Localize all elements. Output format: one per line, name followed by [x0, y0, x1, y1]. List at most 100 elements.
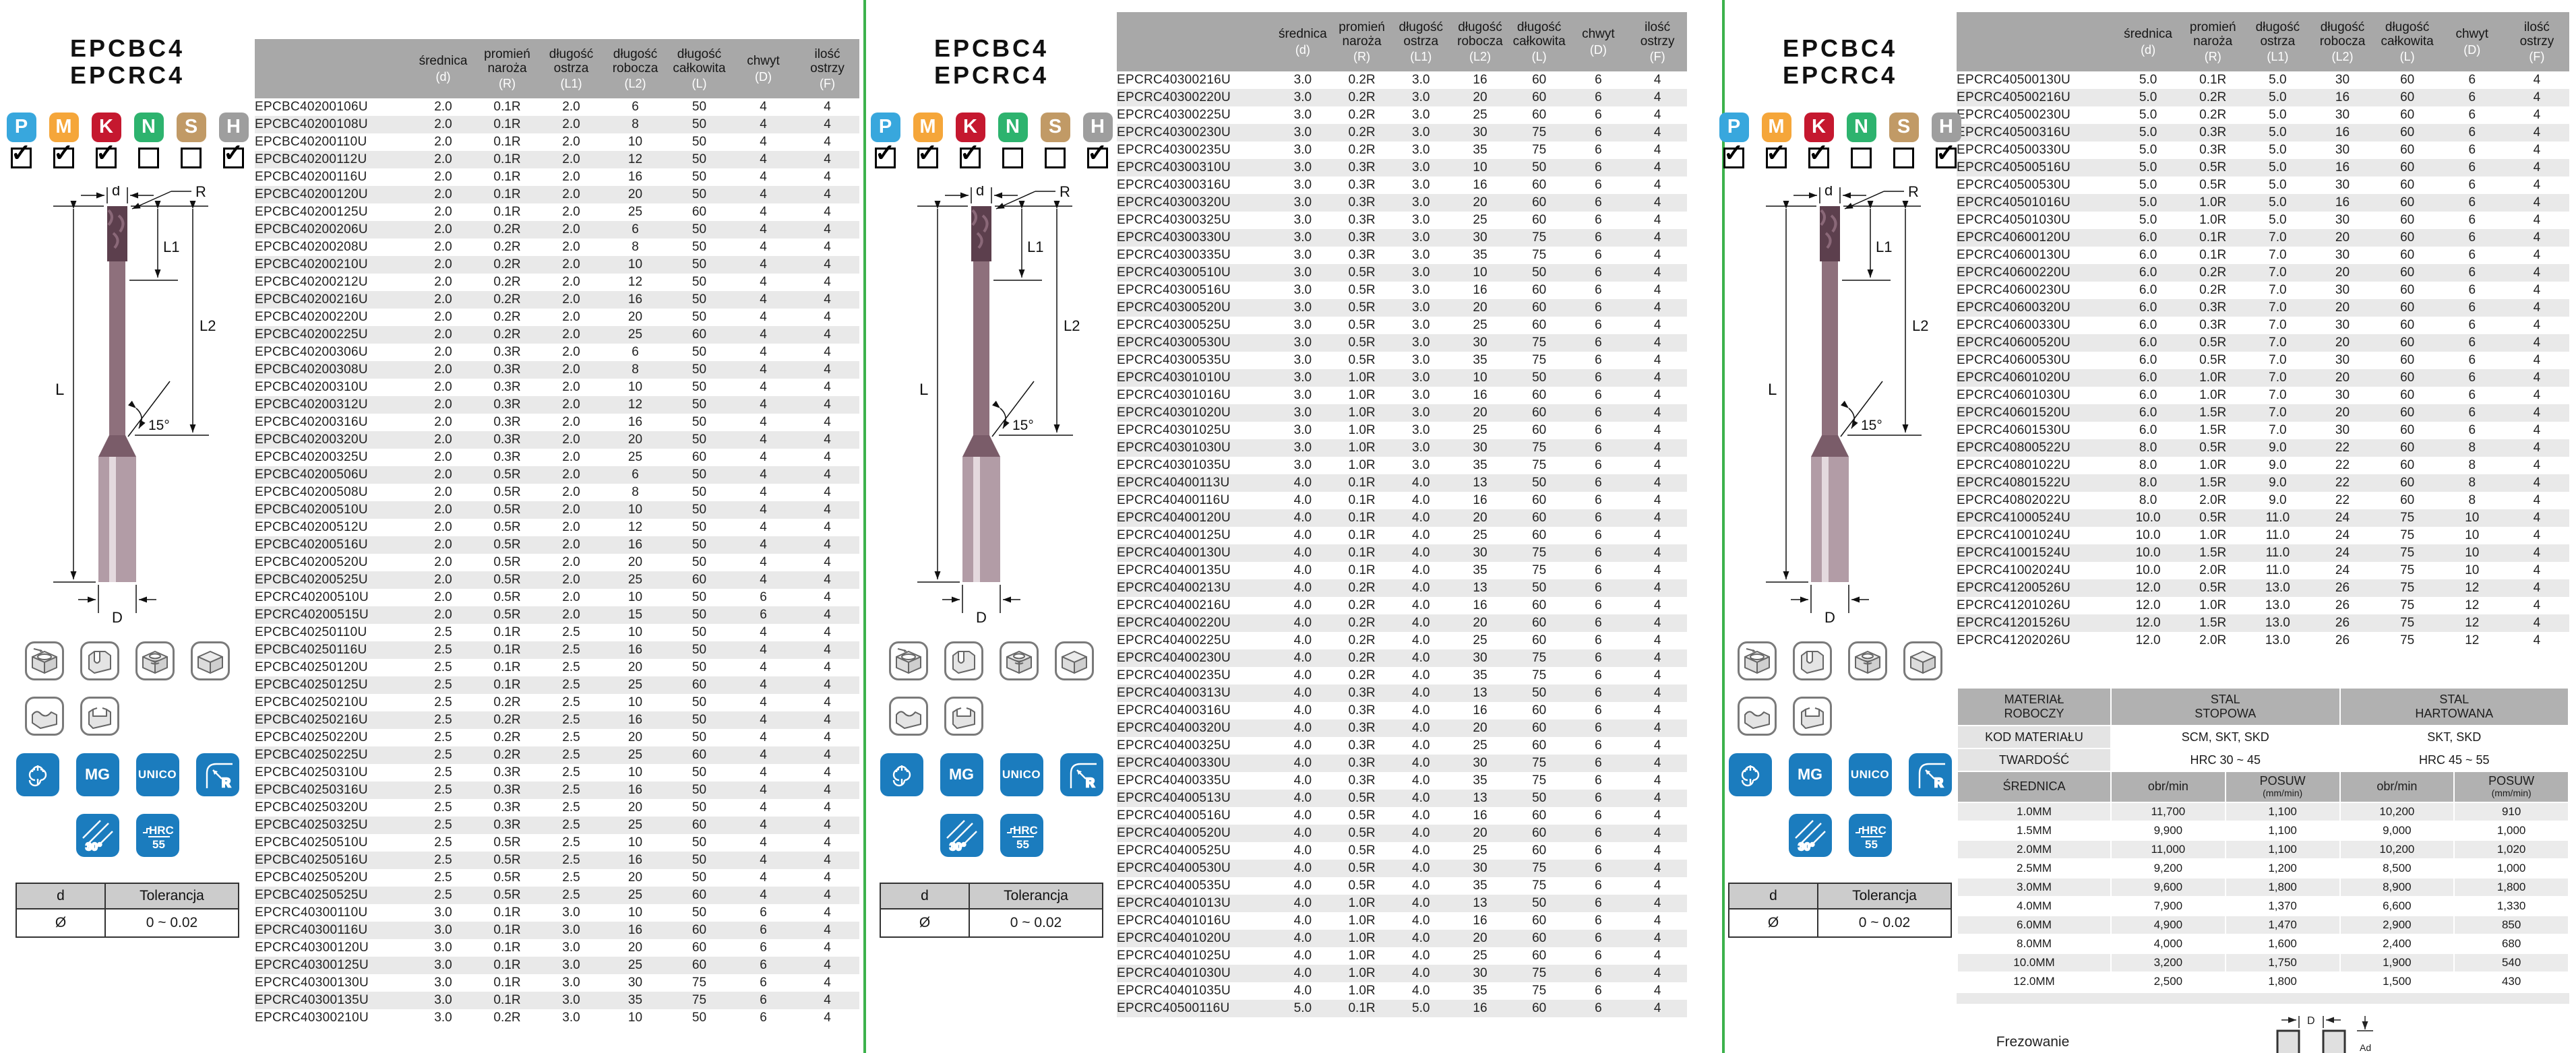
overall-length-cell: 60 [667, 887, 731, 904]
part-number-cell: EPCBC40250116U [255, 641, 411, 659]
corner-radius-cell: 1.0R [1332, 895, 1392, 912]
part-row: EPCBC40200308U 2.0 0.3R 2.0 8 50 4 4 [255, 361, 859, 379]
overall-length-cell: 60 [2400, 143, 2415, 157]
corner-radius-cell: 0.3R [1332, 194, 1392, 212]
working-length-cell: 16 [1473, 914, 1488, 928]
corner-radius-cell: 0.5R [475, 501, 539, 519]
shank-cell: 6 [2439, 194, 2505, 212]
flute-length-cell: 7.0 [2245, 229, 2310, 247]
svg-text:R: R [1934, 776, 1943, 790]
hardness-row: TWARDOŚĆ HRC 30 ~ 45 HRC 45 ~ 55 [1958, 749, 2568, 771]
overall-length-cell: 60 [1509, 509, 1569, 527]
material-checkbox: ✓ [53, 140, 74, 168]
overall-length-cell: 75 [1509, 860, 1569, 877]
param-subheader-row: ŚREDNICA obr/min POSUW (mm/min) obr/min P… [1958, 772, 2568, 802]
part-number-cell: EPCBC40200512U [255, 520, 368, 534]
part-number-cell: EPCRC40600230U [1957, 283, 2071, 297]
corner-radius-cell: 0.5R [493, 485, 521, 499]
part-row: EPCRC40400225U 4.0 0.2R 4.0 25 60 6 4 [1117, 632, 1687, 649]
part-number-cell: EPCRC40400225U [1117, 633, 1231, 647]
flute-count-cell: 4 [1628, 439, 1687, 457]
corner-radius-cell: 2.0R [2199, 563, 2227, 577]
working-length-cell: 10 [627, 1011, 643, 1025]
overall-length-cell: 75 [1532, 879, 1547, 893]
corner-radius-cell: 0.5R [2180, 579, 2246, 597]
part-row: EPCRC40501030U 5.0 1.0R 5.0 30 60 6 4 [1957, 212, 2569, 229]
part-row: EPCBC40250316U 2.5 0.3R 2.5 16 50 4 4 [255, 781, 859, 799]
series-name-line1: EPCBC4 [933, 34, 1049, 62]
part-number-cell: EPCBC40200212U [255, 275, 368, 289]
flute-count-cell: 4 [795, 186, 859, 203]
column-header: długość całkowita (L) [1509, 12, 1569, 71]
diameter-cell: 3.0 [1293, 458, 1312, 472]
shank-cell: 4 [760, 170, 767, 184]
parts-rows-1: EPCBC40200106U 2.0 0.1R 2.0 6 50 4 4 EPC… [255, 98, 859, 1027]
flute-length-cell: 13.0 [2265, 598, 2290, 612]
corner-radius-cell: 0.5R [1332, 860, 1392, 877]
side-milling-icon [1055, 641, 1094, 680]
diameter-cell: 2.0 [434, 275, 452, 289]
overall-length-cell: 50 [1509, 579, 1569, 597]
unico-badge: UNICO [1848, 753, 1892, 796]
working-length-cell: 25 [1473, 423, 1488, 437]
part-row: EPCBC40250110U 2.5 0.1R 2.5 10 50 4 4 [255, 624, 859, 641]
flute-count-cell: 4 [824, 100, 831, 114]
diameter-cell: 2.5 [434, 625, 452, 639]
working-length-cell: 30 [1450, 860, 1510, 877]
working-length-cell: 30 [2335, 73, 2350, 87]
working-length-cell: 35 [1473, 563, 1488, 577]
part-row: EPCRC40400235U 4.0 0.2R 4.0 35 75 6 4 [1117, 667, 1687, 684]
part-row: EPCRC40300235U 3.0 0.2R 3.0 35 75 6 4 [1117, 141, 1687, 159]
flute-count-cell: 4 [1628, 159, 1687, 177]
corner-radius-cell: 0.3R [1332, 229, 1392, 247]
shank-cell: 6 [1568, 124, 1628, 141]
dim-label-d: d [976, 186, 984, 199]
flute-count-cell: 4 [824, 695, 831, 709]
diameter-mm-cell: 2.5MM [1958, 860, 2110, 877]
flute-count-cell: 4 [2504, 334, 2569, 352]
diameter-cell: 3.0 [1273, 229, 1332, 247]
diameter-cell: 2.0 [434, 135, 452, 149]
flute-length-cell: 2.0 [562, 240, 580, 254]
diameter-cell: 6.0 [2139, 318, 2157, 332]
feed-hartowana-cell: 910 [2455, 803, 2568, 821]
feature-badges-row: MG UNICO R [16, 753, 239, 796]
shank-cell: 6 [1595, 493, 1602, 507]
corner-radius-cell: 0.3R [1348, 738, 1376, 753]
flute-count-cell: 4 [795, 361, 859, 379]
overall-length-cell: 75 [1532, 143, 1547, 157]
part-row: EPCRC40500330U 5.0 0.3R 5.0 30 60 6 4 [1957, 141, 2569, 159]
part-number-cell: EPCRC40300520U [1117, 299, 1273, 317]
shank-cell: 4 [731, 221, 795, 238]
check-icon: ✓ [11, 138, 32, 166]
helix-30-icon: 30° [940, 813, 983, 857]
column-header: długość ostrza (L1) [539, 39, 603, 98]
shank-cell: 4 [731, 676, 795, 694]
working-length-cell: 35 [603, 992, 667, 1009]
flute-length-cell: 3.0 [1412, 178, 1430, 192]
flute-length-cell: 4.0 [1391, 684, 1451, 702]
shank-cell: 4 [760, 800, 767, 815]
corner-radius-cell: 0.5R [1332, 299, 1392, 317]
flute-length-cell: 3.0 [1412, 423, 1430, 437]
overall-length-cell: 60 [1532, 914, 1547, 928]
part-number-cell: EPCBC40200120U [255, 186, 411, 203]
feed-header: POSUW (mm/min) [2455, 772, 2568, 802]
diameter-cell: 3.0 [1293, 423, 1312, 437]
part-number-cell: EPCRC40500116U [1117, 1000, 1273, 1017]
diameter-cell: 2.5 [434, 695, 452, 709]
flute-count-cell: 4 [1653, 458, 1661, 472]
overall-length-cell: 50 [692, 870, 707, 885]
stal-stopowa-header: STAL STOPOWA [2112, 689, 2339, 725]
rpm-header: obr/min [2112, 772, 2225, 802]
overall-length-cell: 60 [1509, 194, 1569, 212]
overall-length-cell: 60 [1509, 89, 1569, 106]
working-length-cell: 35 [1473, 668, 1488, 682]
overall-length-cell: 60 [1532, 843, 1547, 858]
part-row: EPCRC40300220U 3.0 0.2R 3.0 20 60 6 4 [1117, 89, 1687, 106]
diameter-cell: 4.0 [1273, 825, 1332, 842]
flute-length-cell: 2.0 [562, 345, 580, 359]
working-length-cell: 30 [2335, 423, 2350, 437]
tool-dimension-drawing: d R L1 L2 L [53, 186, 216, 624]
check-icon: ✓ [917, 138, 938, 166]
